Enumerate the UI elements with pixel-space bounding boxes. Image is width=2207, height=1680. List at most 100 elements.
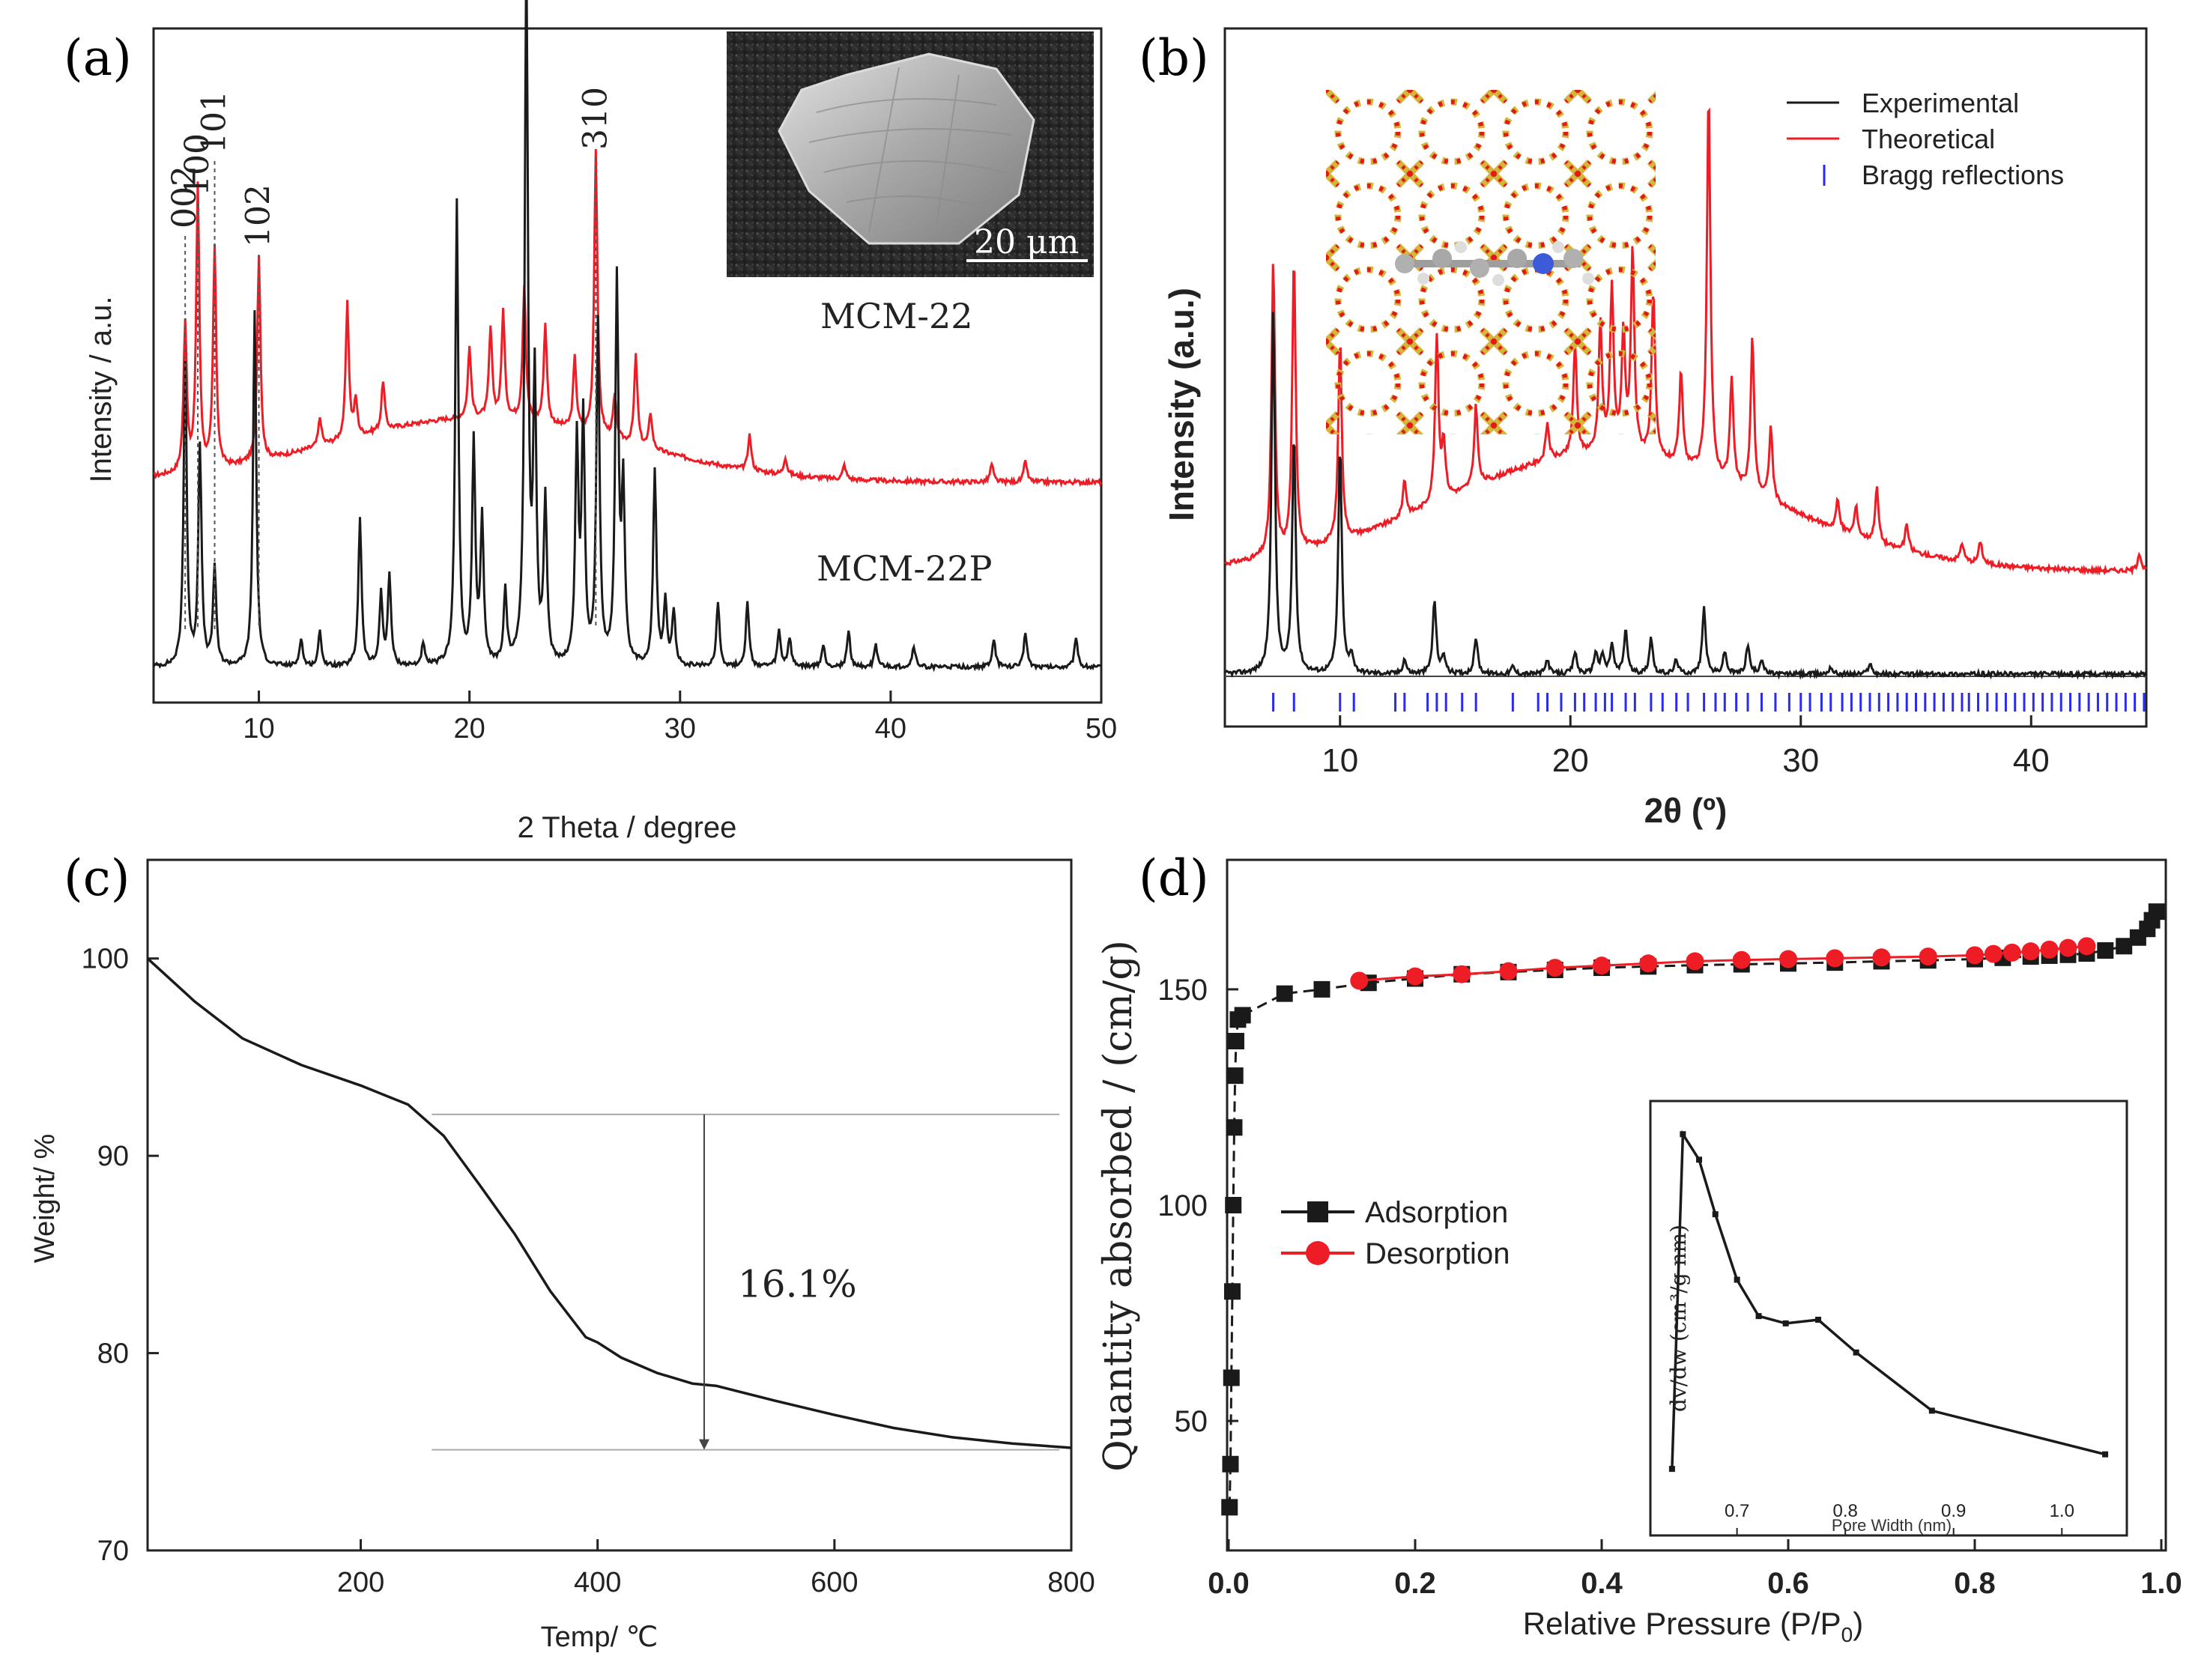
xrd-line-mcm-22 [153,148,1103,488]
panel-b-series [1224,107,2148,680]
x-tick-label-40: 40 [875,713,906,745]
panel-c-frame [146,858,1073,1552]
adsorption-point [2116,938,2133,955]
panel-c-x-axis-label: Temp/ ℃ [541,1622,659,1653]
desorption-point [1545,959,1564,977]
x-tick-label: 1.0 [2140,1567,2182,1600]
panel-c-annotation: 16.1% [432,1113,1060,1451]
inset-y-axis-label: dv/dw (cm³/g nm) [1666,1225,1691,1412]
panel-a-x-axis-label: 2 Theta / degree [518,811,737,844]
desorption-point [1639,954,1658,973]
tga-curve [146,957,1072,1449]
panel-b-x-ticks: 10 20 30 40 [1322,715,2050,779]
pore-width-point [1696,1156,1703,1163]
desorption-point [2040,940,2059,959]
panel-d-series [1221,903,2165,1516]
desorption-point [1966,946,1984,965]
adsorption-point [1227,1033,1244,1050]
adsorption-point [1223,1283,1241,1300]
y-tick-label-90: 90 [97,1141,129,1172]
y-tick-label-100: 100 [82,944,129,975]
desorption-point [2021,942,2040,961]
adsorption-point [1313,980,1330,998]
peak-label-002: 002 [166,166,204,228]
panel-c-y-axis-label: Weight/ % [29,1134,61,1263]
x-tick-label: 0.8 [1954,1567,1996,1600]
inset-x-tick-label: 0.7 [1725,1501,1749,1521]
desorption-point [1593,956,1611,975]
panel-a-x-ticks: 10 20 30 40 50 [243,691,1117,745]
pore-width-point [1782,1320,1789,1326]
inset-frame [1649,1100,2128,1537]
x-tick-label-600: 600 [811,1567,858,1598]
panel-c-series [146,957,1072,1449]
x-tick-label: 0.6 [1767,1567,1809,1600]
panel-c: (c) 200 400 600 800 70 80 90 100 16.1% Weight/ … [29,849,1095,1653]
desorption-point [2077,937,2096,956]
y-tick-label-100: 100 [1157,1189,1208,1222]
desorption-point [1984,944,2002,963]
organic-molecule [1395,241,1594,286]
panel-b-bragg-marks [1272,693,2146,712]
x-tick-label-40: 40 [2013,742,2050,779]
y-tick-label-150: 150 [1157,974,1208,1007]
panel-a-series [152,0,1103,673]
mcm22p-label: MCM-22P [817,548,992,589]
panel-d-ticks: 0.0 0.2 0.4 0.6 0.8 1.0 50 100 150 [1157,974,2182,1600]
panel-a-y-axis-label: Intensity / a.u. [85,296,118,482]
desorption-point [1686,952,1704,971]
desorption-point [2002,943,2021,962]
legend-desorption-label: Desorption [1365,1237,1510,1270]
peak-label-100: 100 [178,133,217,196]
xrd-line-theoretical [1224,107,2148,576]
xrd-line-experimental [1224,312,2148,680]
sem-image-inset: 20 μm [727,31,1094,277]
panel-c-label: (c) [64,849,130,907]
mcm22-label: MCM-22 [820,296,972,336]
pore-width-point [1734,1276,1740,1283]
y-tick-label-50: 50 [1175,1405,1208,1438]
adsorption-point [2148,903,2165,921]
inset-x-tick-label: 1.0 [2050,1501,2074,1521]
legend-experimental-label: Experimental [1862,88,2019,118]
panel-c-ticks: 200 400 600 800 70 80 90 100 [82,944,1095,1598]
x-tick-label-200: 200 [337,1567,384,1598]
panel-d-x-axis-label: Relative Pressure (P/P0) [1523,1606,1863,1646]
panel-d: (d) 0.0 0.2 0.4 0.6 0.8 1.0 50 100 150 Adsorptio… [1096,849,2182,1646]
adsorption-point [1225,1197,1242,1213]
x-tick-label: 0.2 [1394,1567,1436,1600]
adsorption-point [1276,985,1293,1002]
x-tick-label-10: 10 [1322,742,1358,779]
peak-label-102: 102 [240,184,278,247]
desorption-point [1919,947,1937,966]
xrd-line-mcm-22p [152,0,1102,673]
x-tick-label: 0.0 [1208,1567,1250,1600]
adsorption-point [1223,1369,1240,1386]
y-tick-label-80: 80 [97,1338,129,1370]
weight-loss-label: 16.1% [738,1263,857,1306]
legend-adsorption-label: Adsorption [1365,1196,1508,1229]
adsorption-point [1221,1499,1238,1516]
pore-width-point [1712,1211,1719,1218]
panel-a-frame [152,27,1103,704]
y-tick-label-70: 70 [97,1535,129,1567]
x-tick-label-20: 20 [454,713,485,745]
inset-x-axis-label: Pore Width (nm) [1832,1516,1952,1535]
adsorption-point [1226,1067,1244,1085]
x-tick-label-30: 30 [1782,742,1819,779]
pore-width-point [2102,1451,2109,1458]
inset-series: 0.7 0.8 0.9 1.0 [1668,1129,2109,1535]
desorption-point [2059,938,2077,957]
legend-theoretical-label: Theoretical [1862,124,1995,154]
panel-d-label: (d) [1139,849,1209,907]
x-tick-label-10: 10 [243,713,274,745]
desorption-point [1453,965,1471,983]
desorption-point [1499,962,1518,980]
x-tick-label-400: 400 [574,1567,621,1598]
x-tick-label: 0.4 [1581,1567,1623,1600]
legend-bragg-label: Bragg reflections [1862,160,2064,190]
pore-width-point [1668,1466,1675,1473]
